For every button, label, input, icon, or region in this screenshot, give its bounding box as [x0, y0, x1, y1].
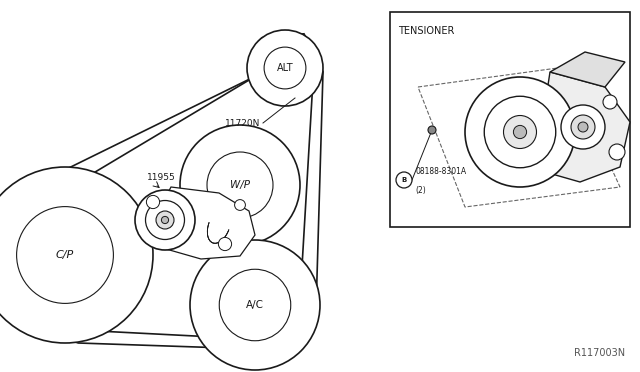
Circle shape — [235, 200, 245, 211]
Circle shape — [220, 269, 291, 341]
Circle shape — [161, 217, 168, 224]
Circle shape — [190, 240, 320, 370]
Circle shape — [156, 211, 174, 229]
Polygon shape — [550, 52, 625, 87]
Text: W/P: W/P — [230, 180, 250, 190]
Circle shape — [145, 201, 184, 240]
Circle shape — [571, 115, 595, 139]
Circle shape — [17, 206, 113, 304]
Circle shape — [484, 96, 556, 168]
Text: (2): (2) — [415, 186, 426, 195]
Circle shape — [264, 47, 306, 89]
Polygon shape — [3, 41, 314, 341]
Text: C/P: C/P — [56, 250, 74, 260]
Text: TENSIONER: TENSIONER — [398, 26, 454, 36]
Text: B: B — [401, 177, 406, 183]
Circle shape — [247, 30, 323, 106]
Polygon shape — [540, 72, 630, 182]
Bar — [390, 12, 630, 227]
Text: A/C: A/C — [246, 300, 264, 310]
Text: R117003N: R117003N — [574, 348, 625, 358]
Circle shape — [578, 122, 588, 132]
Circle shape — [609, 144, 625, 160]
Circle shape — [603, 95, 617, 109]
Circle shape — [396, 172, 412, 188]
Circle shape — [504, 115, 536, 148]
Text: 11955: 11955 — [147, 173, 176, 182]
Circle shape — [428, 126, 436, 134]
Text: 11720N: 11720N — [225, 119, 260, 128]
Circle shape — [218, 237, 232, 251]
Circle shape — [147, 195, 159, 209]
Circle shape — [513, 125, 527, 139]
Polygon shape — [150, 187, 255, 259]
Polygon shape — [0, 34, 323, 350]
Text: 08188-8301A: 08188-8301A — [415, 167, 466, 176]
Circle shape — [465, 77, 575, 187]
Circle shape — [561, 105, 605, 149]
Circle shape — [0, 167, 153, 343]
Circle shape — [207, 152, 273, 218]
Text: ALT: ALT — [276, 63, 293, 73]
Circle shape — [135, 190, 195, 250]
Circle shape — [180, 125, 300, 245]
